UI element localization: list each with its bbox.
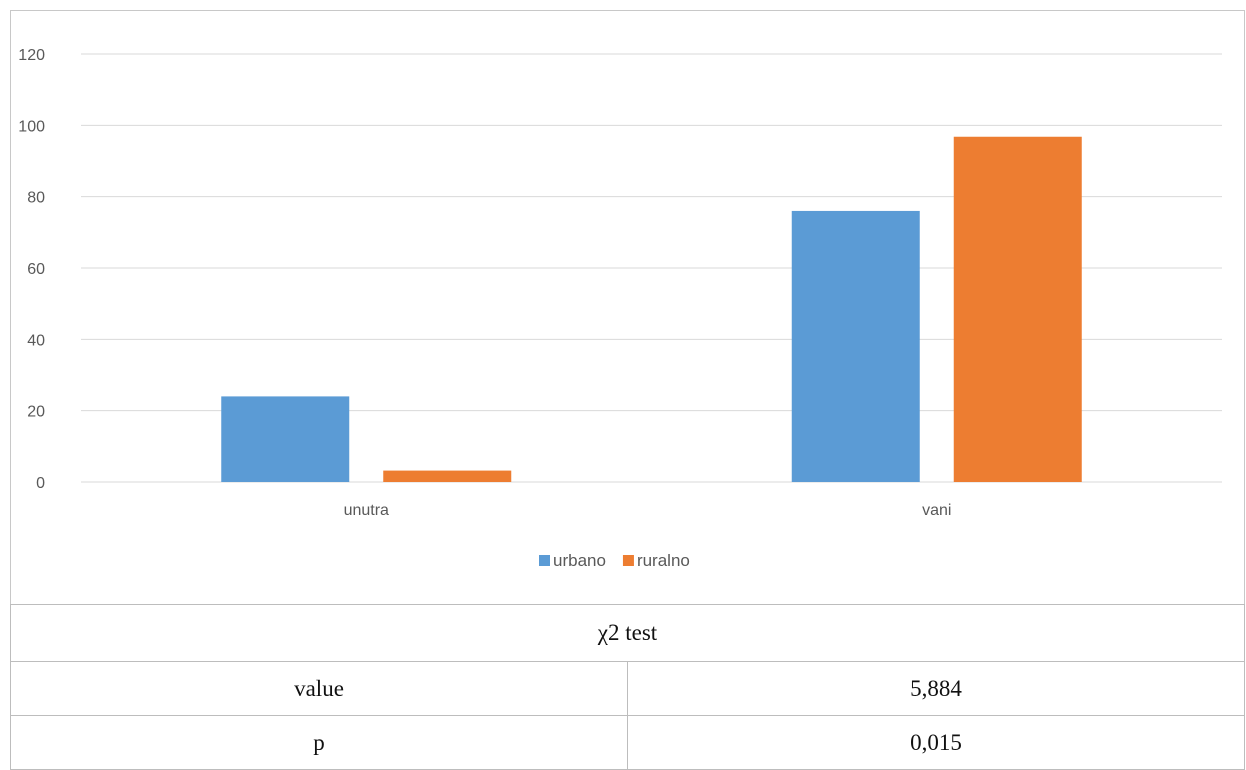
y-tick-label: 0 [36,475,45,492]
legend-swatch-urbano [539,555,550,566]
table-row: value 5,884 [10,661,1245,716]
bar-chart: 0 20 40 60 80 100 120 unutra vani urbano ruralno [18,47,1222,570]
bar-ruralno-unutra [383,470,512,482]
x-category-label: unutra [344,502,389,519]
table-header: χ2 test [10,604,1245,662]
chart-area: 0 20 40 60 80 100 120 unutra vani urbano ruralno [10,10,1245,604]
y-axis-ticks: 0 20 40 60 80 100 120 [18,47,45,492]
row-label-p: p [10,715,628,770]
row-value-p: 0,015 [627,715,1245,770]
legend: urbano ruralno [539,551,690,570]
row-value-value: 5,884 [627,661,1245,716]
table-row: p 0,015 [10,715,1245,770]
legend-swatch-ruralno [622,555,634,566]
x-category-label: vani [922,502,951,519]
y-tick-label: 120 [18,47,45,64]
y-tick-label: 40 [27,332,45,349]
chi-square-table: χ2 test value 5,884 p 0,015 [10,604,1245,770]
legend-label: urbano [553,551,606,570]
bar-ruralno-vani [953,136,1082,482]
legend-label: ruralno [637,551,690,570]
bar-urbano-unutra [221,396,350,482]
y-tick-label: 80 [27,190,45,207]
y-tick-label: 20 [27,404,45,421]
y-tick-label: 100 [18,118,45,135]
x-axis-categories: unutra vani [344,502,952,519]
bar-urbano-vani [791,210,920,482]
y-tick-label: 60 [27,261,45,278]
bars [221,136,1082,482]
row-label-value: value [10,661,628,716]
